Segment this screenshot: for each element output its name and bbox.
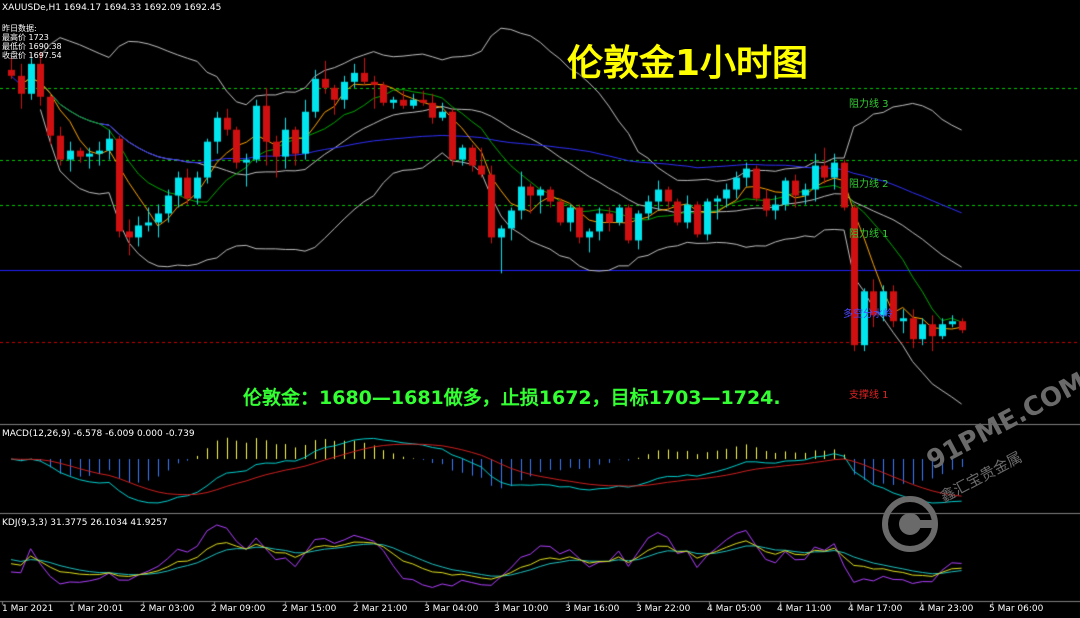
resistance1-label: 阻力线 1 — [849, 229, 889, 240]
prev-day-info: 昨日数据: 最高价 1723 最低价 1690.38 收盘价 1697.54 — [2, 24, 62, 60]
support1-label: 支撑线 1 — [849, 390, 889, 401]
x-tick-label: 4 Mar 05:00 — [707, 604, 762, 614]
x-tick-label: 1 Mar 20:01 — [69, 604, 124, 614]
macd-label: MACD(12,26,9) -6.578 -6.009 0.000 -0.739 — [2, 429, 195, 439]
x-tick-label: 1 Mar 2021 — [2, 604, 54, 614]
x-tick-label: 2 Mar 09:00 — [211, 604, 266, 614]
x-tick-label: 4 Mar 17:00 — [848, 604, 903, 614]
x-tick-label: 5 Mar 06:00 — [989, 604, 1044, 614]
x-tick-label: 2 Mar 15:00 — [282, 604, 337, 614]
prev-day-label: 昨日数据: — [2, 24, 37, 33]
watermark-logo-icon — [882, 496, 938, 552]
kdj-label: KDJ(9,3,3) 31.3775 26.1034 41.9257 — [2, 518, 168, 528]
x-tick-label: 4 Mar 11:00 — [777, 604, 832, 614]
prev-low: 最低价 1690.38 — [2, 42, 62, 51]
x-tick-label: 4 Mar 23:00 — [919, 604, 974, 614]
watermark: 91PME.COM 鑫汇宝贵金属 — [880, 367, 1080, 572]
pivot-label: 多空分水岭 — [843, 309, 893, 320]
resistance2-label: 阻力线 2 — [849, 179, 889, 190]
x-tick-label: 3 Mar 04:00 — [424, 604, 479, 614]
x-tick-label: 3 Mar 16:00 — [565, 604, 620, 614]
prev-close: 收盘价 1697.54 — [2, 51, 62, 60]
x-tick-label: 2 Mar 21:00 — [353, 604, 408, 614]
x-tick-label: 3 Mar 10:00 — [494, 604, 549, 614]
chart-title: 伦敦金1小时图 — [567, 43, 809, 84]
prev-high: 最高价 1723 — [2, 33, 49, 42]
resistance3-label: 阻力线 3 — [849, 99, 889, 110]
symbol-info: XAUUSDe,H1 1694.17 1694.33 1692.09 1692.… — [2, 3, 222, 13]
strategy-text: 伦敦金：1680—1681做多，止损1672，目标1703—1724. — [243, 387, 781, 409]
x-tick-label: 3 Mar 22:00 — [636, 604, 691, 614]
x-tick-label: 2 Mar 03:00 — [140, 604, 195, 614]
